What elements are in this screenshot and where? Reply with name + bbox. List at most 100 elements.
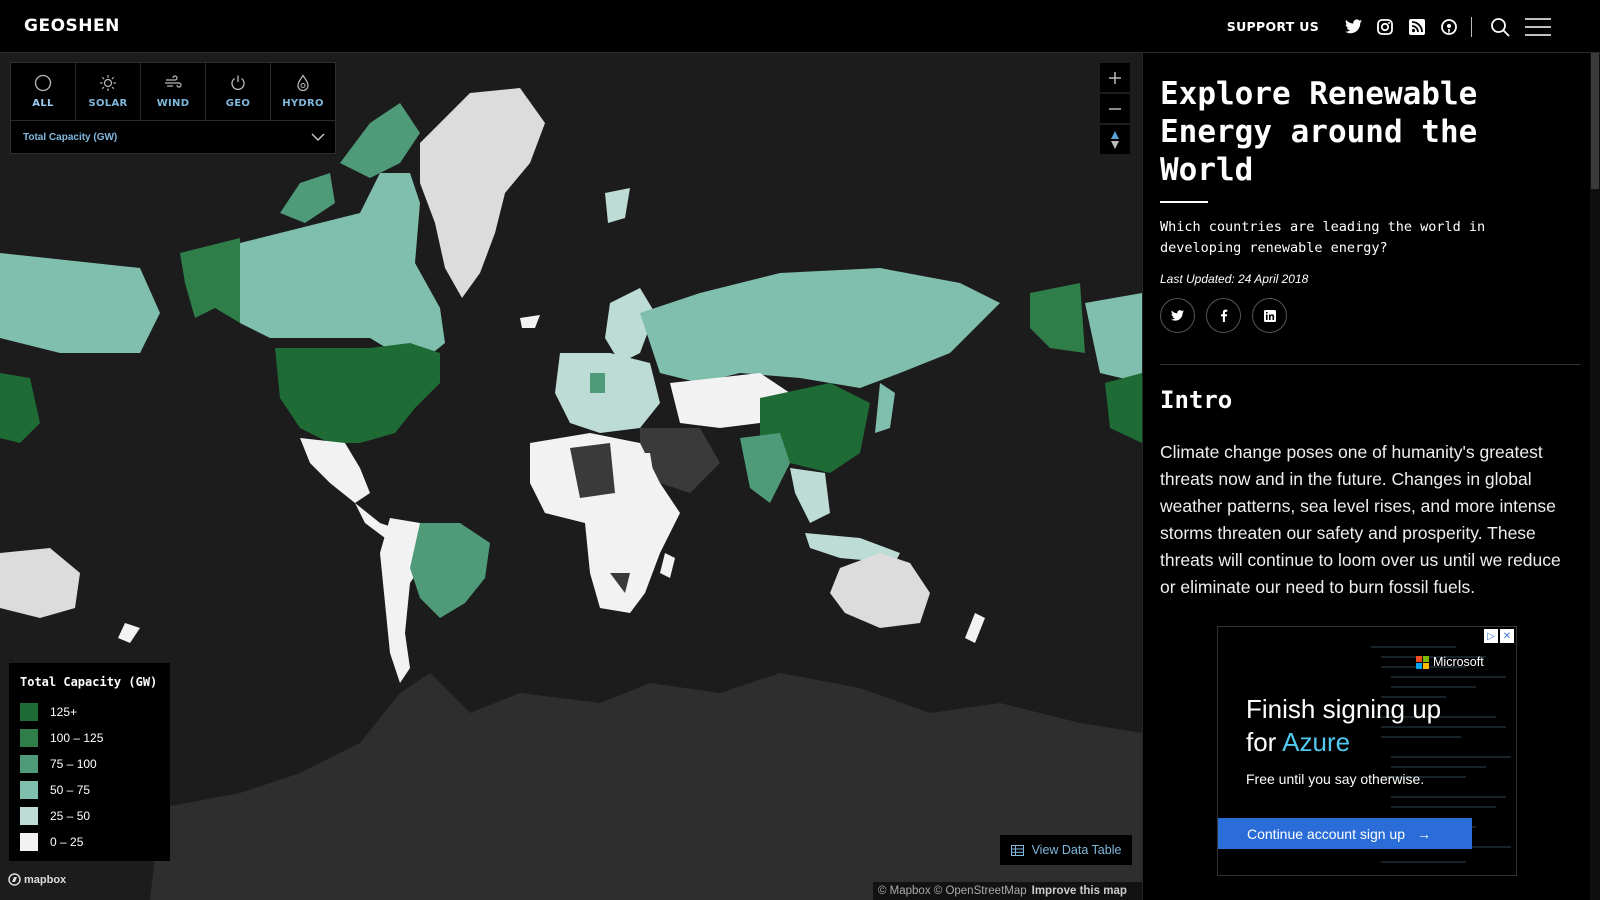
scandinavia — [605, 288, 655, 363]
tab-label: ALL — [32, 98, 54, 109]
rss-icon[interactable] — [1401, 0, 1433, 53]
canada — [240, 173, 445, 363]
map-attribution: © Mapbox © OpenStreetMap Improve this ma… — [873, 882, 1142, 900]
zoom-out-button[interactable] — [1100, 94, 1130, 123]
top-nav-actions: SUPPORT US — [1227, 0, 1560, 53]
table-icon — [1010, 844, 1024, 856]
ad-cta-label: Continue account sign up — [1247, 825, 1405, 842]
tab-label: HYDRO — [282, 98, 324, 109]
drop-icon — [297, 74, 309, 92]
legend-title: Total Capacity (GW) — [20, 675, 158, 689]
podcast-icon[interactable] — [1433, 0, 1465, 53]
advertisement[interactable]: ▷ ✕ Microsoft Finish signing up for Azur… — [1217, 626, 1517, 876]
twitter-icon — [1171, 310, 1184, 321]
legend-swatch — [20, 807, 38, 825]
tab-wind[interactable]: WIND — [141, 63, 206, 120]
twitter-icon[interactable] — [1337, 0, 1369, 53]
wind-icon — [165, 75, 182, 88]
legend-label: 75 – 100 — [50, 757, 97, 771]
share-buttons — [1160, 298, 1287, 333]
divider — [1160, 364, 1580, 365]
legend-swatch — [20, 755, 38, 773]
intro-body: Climate change poses one of humanity's g… — [1160, 442, 1561, 597]
ad-headline-line1: Finish signing up — [1246, 694, 1442, 724]
intro-heading: Intro — [1160, 386, 1233, 414]
middle-east — [640, 428, 720, 493]
legend-swatch — [20, 781, 38, 799]
share-linkedin-button[interactable] — [1252, 298, 1287, 333]
page-subtitle: Which countries are leading the world in… — [1160, 219, 1486, 256]
world-map[interactable]: ALL SOLAR WIND GEO HYDRO Total Capacity … — [0, 53, 1142, 900]
view-data-table-label: View Data Table — [1031, 843, 1122, 857]
instagram-icon[interactable] — [1369, 0, 1401, 53]
tab-solar[interactable]: SOLAR — [76, 63, 141, 120]
improve-map-link[interactable]: Improve this map — [1031, 885, 1127, 897]
canadian-islands — [340, 103, 420, 178]
antarctica — [150, 673, 1142, 900]
legend-label: 50 – 75 — [50, 783, 91, 797]
attribution-text[interactable]: © Mapbox © OpenStreetMap — [878, 885, 1027, 897]
tab-label: SOLAR — [88, 98, 128, 109]
microsoft-label: Microsoft — [1433, 655, 1484, 669]
scrollbar[interactable] — [1590, 53, 1600, 900]
compass-icon — [1111, 130, 1119, 149]
legend-swatch — [20, 729, 38, 747]
support-us-link[interactable]: SUPPORT US — [1226, 19, 1319, 34]
ad-headline-highlight: Azure — [1282, 727, 1351, 757]
ad-headline: Finish signing up for Azure — [1246, 693, 1496, 759]
zoom-in-button[interactable] — [1100, 63, 1130, 92]
metric-select-value: Total Capacity (GW) — [23, 132, 118, 143]
view-data-table-button[interactable]: View Data Table — [1000, 835, 1132, 865]
legend-item: 75 – 100 — [20, 751, 159, 777]
sun-icon — [100, 75, 116, 91]
australia — [830, 553, 930, 628]
minus-icon — [1109, 107, 1121, 110]
mapbox-logo[interactable]: mapbox — [8, 873, 66, 886]
legend-label: 125+ — [50, 705, 78, 719]
ad-subtext: Free until you say otherwise. — [1246, 771, 1425, 787]
site-logo[interactable]: GEOSHEN — [24, 16, 120, 36]
ad-badges: ▷ ✕ — [1484, 629, 1514, 643]
share-facebook-button[interactable] — [1206, 298, 1241, 333]
share-twitter-button[interactable] — [1160, 298, 1195, 333]
tab-all[interactable]: ALL — [11, 63, 76, 120]
energy-type-tab-row: ALL SOLAR WIND GEO HYDRO — [11, 63, 335, 121]
search-icon[interactable] — [1484, 0, 1516, 53]
legend-label: 0 – 25 — [50, 835, 84, 849]
top-nav: GEOSHEN SUPPORT US — [0, 0, 1600, 53]
map-canvas[interactable] — [0, 53, 1142, 900]
chevron-down-icon — [311, 133, 325, 141]
tab-label: WIND — [156, 98, 190, 109]
tab-hydro[interactable]: HYDRO — [271, 63, 335, 120]
legend-item: 125+ — [20, 699, 159, 725]
power-icon — [231, 75, 245, 90]
menu-icon[interactable] — [1516, 0, 1560, 53]
mapbox-label: mapbox — [24, 873, 67, 886]
ad-cta-button[interactable]: Continue account sign up → — [1218, 818, 1472, 849]
article-panel: Explore Renewable Energy around the Worl… — [1142, 53, 1600, 900]
title-underline — [1160, 201, 1208, 203]
arrow-right-icon: → — [1417, 825, 1431, 842]
scrollbar-thumb[interactable] — [1591, 53, 1599, 189]
energy-type-tabs: ALL SOLAR WIND GEO HYDRO Total Capacity … — [10, 62, 336, 154]
tab-geo[interactable]: GEO — [206, 63, 271, 120]
map-zoom-controls — [1100, 63, 1130, 154]
compass-button[interactable] — [1100, 125, 1130, 154]
greenland — [420, 88, 545, 298]
microsoft-logo: Microsoft — [1416, 655, 1484, 669]
map-legend: Total Capacity (GW) 125+ 100 – 125 75 – … — [9, 663, 170, 861]
metric-select[interactable]: Total Capacity (GW) — [11, 121, 335, 154]
japan — [875, 383, 895, 433]
india — [740, 433, 790, 503]
close-ad-icon[interactable]: ✕ — [1500, 629, 1514, 643]
europe — [555, 353, 660, 433]
legend-item: 100 – 125 — [20, 725, 159, 751]
page-title: Explore Renewable Energy around the Worl… — [1160, 76, 1478, 188]
circle-icon — [34, 74, 52, 92]
mexico — [300, 438, 370, 503]
alaska — [180, 238, 240, 323]
legend-label: 100 – 125 — [50, 731, 104, 745]
legend-item: 25 – 50 — [20, 803, 159, 829]
adchoices-icon[interactable]: ▷ — [1484, 629, 1498, 643]
mapbox-icon — [8, 873, 21, 886]
